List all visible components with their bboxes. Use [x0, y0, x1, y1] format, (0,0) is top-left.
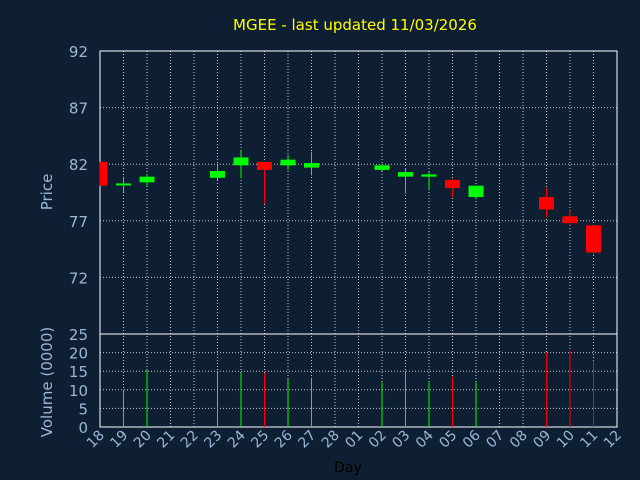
candle-body: [257, 161, 272, 170]
candle-body: [139, 176, 155, 183]
price-tick-label: 82: [69, 156, 88, 174]
price-tick-label: 72: [69, 269, 88, 287]
volume-tick-label: 20: [69, 345, 88, 363]
volume-tick-label: 10: [69, 382, 88, 400]
candle-19: [116, 176, 131, 193]
candle-20: [139, 174, 155, 186]
candle-03: [398, 168, 413, 194]
candle-24: [233, 150, 249, 178]
candle-body: [586, 225, 601, 253]
candle-04: [421, 172, 437, 191]
volume-tick-label: 5: [78, 400, 88, 418]
candles: [99, 150, 601, 255]
candle-06: [468, 185, 484, 200]
candle-body: [116, 183, 131, 186]
x-axis-label: Day: [334, 460, 362, 476]
candle-body: [280, 159, 296, 166]
volume-axis-label: Volume (0000): [38, 327, 56, 437]
candle-23: [210, 166, 225, 181]
day-tick-labels: 18 19 20 21 22 23 24 25 26 27 28 01 02 03 04 05 06 07 08 09…: [84, 427, 625, 451]
volume-tick-label: 25: [69, 326, 88, 344]
candle-body: [562, 216, 578, 224]
candle-11: [586, 225, 601, 255]
candle-26: [280, 155, 296, 170]
volume-bars: [123, 350, 594, 427]
candle-05: [445, 178, 460, 198]
candle-25: [257, 161, 272, 204]
price-axis-label: Price: [38, 174, 56, 211]
candle-27: [304, 151, 319, 176]
candle-body: [398, 172, 413, 177]
candle-body: [421, 174, 437, 177]
candle-body: [100, 161, 108, 186]
candle-18: [99, 161, 108, 186]
candle-02: [374, 164, 390, 171]
candle-body: [304, 163, 319, 168]
candle-10: [562, 210, 578, 226]
candle-09: [539, 187, 554, 218]
candle-body: [210, 170, 225, 178]
price-tick-label: 87: [69, 100, 88, 118]
candle-body: [539, 197, 554, 210]
price-tick-label: 92: [69, 43, 88, 61]
price-tick-labels: 92 87 82 77 72: [69, 43, 88, 287]
candle-body: [233, 157, 249, 166]
volume-tick-label: 0: [78, 419, 88, 437]
candle-body: [445, 180, 460, 188]
plot-border: [99, 50, 618, 428]
volume-tick-label: 15: [69, 363, 88, 381]
price-tick-label: 77: [69, 213, 88, 231]
candle-body: [374, 165, 390, 170]
candle-body: [468, 185, 484, 198]
chart-title: MGEE - last updated 11/03/2026: [233, 16, 477, 34]
